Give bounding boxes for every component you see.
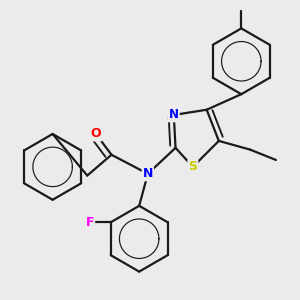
Text: O: O bbox=[91, 128, 101, 140]
Text: F: F bbox=[86, 216, 94, 229]
Text: N: N bbox=[142, 167, 153, 180]
Text: S: S bbox=[188, 160, 197, 173]
Text: N: N bbox=[169, 108, 179, 122]
